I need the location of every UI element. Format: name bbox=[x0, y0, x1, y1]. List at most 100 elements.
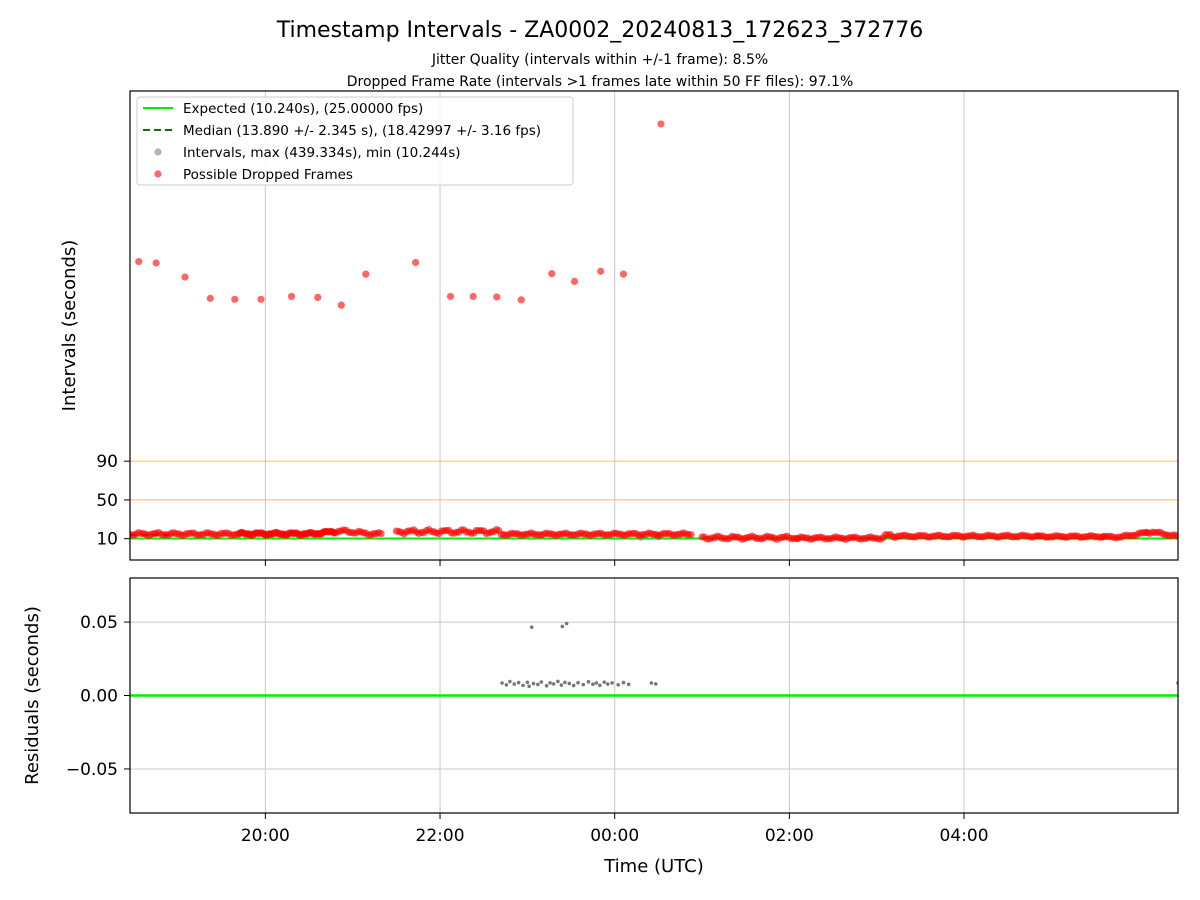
residual-point bbox=[586, 680, 591, 684]
interval-point bbox=[57, 528, 64, 535]
chart-subtitle-dropped: Dropped Frame Rate (intervals >1 frames … bbox=[347, 74, 854, 90]
residual-point bbox=[548, 681, 552, 685]
interval-point bbox=[65, 529, 72, 536]
residual-point bbox=[544, 684, 549, 688]
dropped-frame-point bbox=[120, 529, 127, 536]
dropped-frame-point bbox=[118, 530, 125, 537]
y-tick-label: 0.00 bbox=[80, 687, 118, 707]
dropped-frame-point bbox=[257, 295, 265, 303]
x-tick-label: 00:00 bbox=[590, 826, 639, 846]
residuals-y-axis-label: Residuals (seconds) bbox=[22, 606, 43, 785]
dropped-frame-point bbox=[411, 258, 420, 267]
residual-point bbox=[1179, 680, 1183, 684]
interval-point bbox=[52, 528, 59, 535]
interval-point bbox=[70, 528, 77, 535]
dropped-frame-point bbox=[469, 292, 477, 301]
y-tick-label: −0.05 bbox=[66, 760, 118, 780]
dropped-frame-point bbox=[287, 292, 296, 301]
residual-point bbox=[521, 683, 525, 688]
residual-point bbox=[564, 621, 569, 626]
legend-intervals-label: Intervals, max (439.334s), min (10.244s) bbox=[183, 145, 461, 161]
dropped-frame-point bbox=[337, 301, 345, 309]
intervals-frame bbox=[129, 90, 1179, 561]
dropped-frame-point bbox=[135, 257, 143, 266]
y-tick-label: 50 bbox=[96, 491, 118, 511]
x-tick-label: 22:00 bbox=[416, 826, 465, 846]
dropped-frame-point bbox=[570, 277, 579, 286]
residual-point bbox=[512, 682, 517, 686]
residual-point bbox=[653, 682, 658, 686]
dropped-frame-point bbox=[231, 295, 239, 303]
x-axis-label: Time (UTC) bbox=[603, 856, 704, 877]
residual-point bbox=[1181, 683, 1185, 687]
intervals-y-axis-label: Intervals (seconds) bbox=[59, 240, 80, 412]
chart-subtitle-jitter: Jitter Quality (intervals within +/-1 fr… bbox=[431, 52, 768, 68]
residual-point bbox=[516, 680, 521, 685]
residual-point bbox=[525, 680, 530, 685]
dropped-frame-point bbox=[517, 296, 525, 304]
dropped-frame-point bbox=[446, 292, 455, 301]
residual-point bbox=[504, 683, 509, 687]
residual-point bbox=[581, 682, 586, 687]
dropped-frame-point bbox=[314, 293, 322, 301]
legend-median-label: Median (13.890 +/- 2.345 s), (18.42997 +… bbox=[183, 123, 541, 139]
dropped-frame-point bbox=[123, 530, 130, 537]
legend: Expected (10.240s), (25.00000 fps) Median… bbox=[136, 96, 574, 186]
dropped-frame-point bbox=[330, 528, 338, 537]
residual-point bbox=[560, 624, 565, 629]
residual-point bbox=[508, 679, 512, 684]
legend-box bbox=[136, 96, 574, 186]
legend-dropped-label: Possible Dropped Frames bbox=[183, 167, 353, 183]
residual-point bbox=[594, 681, 599, 685]
residual-point bbox=[500, 681, 504, 685]
y-tick-label: 10 bbox=[96, 530, 118, 550]
dropped-frame-point bbox=[377, 529, 385, 538]
dropped-frame-point bbox=[619, 270, 628, 278]
residuals-plot-area bbox=[130, 621, 1189, 697]
dropped-frame-point bbox=[597, 267, 605, 275]
y-tick-label: 0.05 bbox=[80, 613, 118, 633]
dropped-frame-point bbox=[362, 270, 370, 278]
x-tick-label: 20:00 bbox=[241, 826, 290, 846]
residual-point bbox=[527, 684, 531, 689]
residual-point bbox=[536, 682, 540, 687]
dropped-frame-point bbox=[206, 294, 214, 302]
dropped-frame-point bbox=[152, 259, 160, 267]
dropped-frame-point bbox=[657, 120, 665, 128]
residual-point bbox=[649, 681, 654, 685]
x-tick-label: 04:00 bbox=[940, 826, 989, 846]
legend-dropped-swatch bbox=[154, 170, 162, 178]
residual-point bbox=[616, 682, 620, 687]
dropped-frame-point bbox=[493, 293, 501, 301]
intervals-panel: 10 50 90 Intervals (seconds) Expected (10.24… bbox=[48, 90, 1179, 566]
residual-point bbox=[626, 682, 631, 687]
residual-point bbox=[602, 680, 607, 684]
dropped-frame-point bbox=[687, 531, 695, 539]
chart-title: Timestamp Intervals - ZA0002_20240813_17… bbox=[276, 18, 924, 43]
residual-point bbox=[610, 681, 614, 685]
dropped-frame-point bbox=[548, 270, 556, 278]
residual-point bbox=[563, 680, 567, 685]
legend-expected-label: Expected (10.240s), (25.00000 fps) bbox=[183, 101, 423, 117]
residuals-panel: 0.05 0.00 −0.05 20:00 22:00 00:00 02:00 04:00 Re… bbox=[22, 577, 1189, 877]
y-tick-label: 90 bbox=[96, 452, 118, 472]
residual-point bbox=[621, 680, 626, 685]
residual-point bbox=[559, 683, 564, 687]
dropped-frame-point bbox=[1173, 532, 1178, 540]
dropped-frame-point bbox=[181, 273, 189, 281]
interval-point bbox=[87, 530, 94, 537]
residual-point bbox=[1185, 682, 1189, 686]
residual-point bbox=[571, 683, 576, 688]
interval-point bbox=[48, 529, 55, 536]
interval-point bbox=[91, 289, 98, 296]
residual-point bbox=[539, 680, 544, 684]
residual-point bbox=[556, 679, 560, 684]
residual-point bbox=[1182, 681, 1186, 685]
x-tick-label: 02:00 bbox=[765, 826, 814, 846]
residual-point bbox=[591, 682, 595, 686]
residual-point bbox=[529, 625, 534, 630]
residual-point bbox=[567, 681, 572, 686]
residual-point bbox=[531, 681, 536, 686]
residual-point bbox=[576, 680, 580, 685]
